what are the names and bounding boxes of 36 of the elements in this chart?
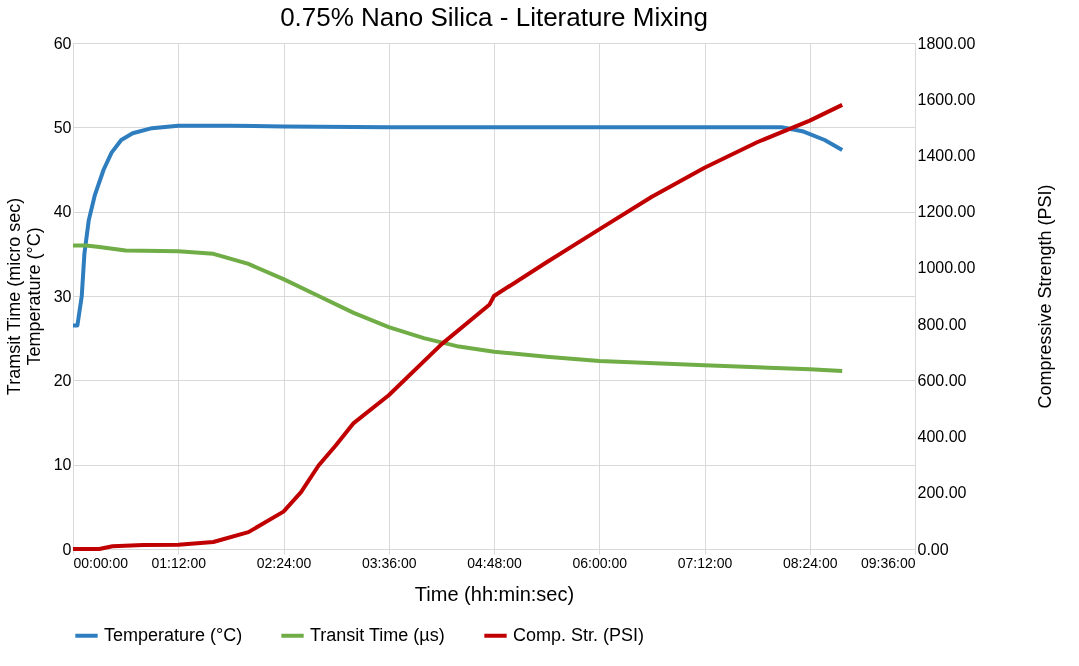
x-tick-label: 00:00:00	[73, 554, 129, 571]
chart-title: 0.75% Nano Silica - Literature Mixing	[280, 2, 708, 32]
x-tick-label: 02:24:00	[256, 554, 312, 571]
y2-axis-title: Compressive Strength (PSI)	[1035, 184, 1056, 409]
y2-tick-label: 800.00	[917, 315, 967, 333]
x-tick-label: 08:24:00	[783, 554, 838, 571]
x-tick-label: 06:00:00	[572, 554, 628, 571]
y-tick-label: 50	[53, 118, 72, 136]
y2-tick-label: 1200.00	[917, 203, 976, 221]
legend-label: Transit Time (µs)	[310, 624, 445, 645]
y-tick-label: 0	[62, 540, 72, 558]
x-axis-title: Time (hh:min:sec)	[414, 582, 575, 605]
x-tick-label: 07:12:00	[677, 554, 733, 571]
y2-tick-label: 1800.00	[917, 34, 976, 52]
y2-tick-label: 1400.00	[917, 146, 976, 164]
y-tick-label: 40	[53, 203, 72, 221]
legend-label: Temperature (°C)	[104, 624, 243, 645]
y-tick-label: 10	[53, 456, 72, 474]
line-series	[71, 102, 845, 551]
x-tick-label: 03:36:00	[362, 554, 417, 571]
y2-tick-label: 1000.00	[917, 259, 976, 277]
y2-tick-label: 1600.00	[917, 90, 976, 108]
y-tick-label: 20	[53, 371, 72, 389]
legend-label: Comp. Str. (PSI)	[513, 624, 645, 645]
y-axis-title: Tramsit Time (micro sec) Temperature (°C)	[3, 197, 44, 396]
line-series	[71, 243, 845, 374]
line-series	[71, 123, 845, 328]
y2-tick-label: 600.00	[917, 371, 967, 389]
x-tick-label: 04:48:00	[467, 554, 522, 571]
y2-tick-label: 0.00	[917, 540, 949, 558]
x-tick-label: 01:12:00	[151, 554, 207, 571]
y-tick-label: 30	[53, 287, 72, 305]
y2-tick-label: 400.00	[917, 428, 967, 446]
x-tick-label: 09:36:00	[861, 554, 916, 571]
y-tick-label: 60	[53, 34, 72, 52]
y2-tick-label: 200.00	[917, 484, 967, 502]
